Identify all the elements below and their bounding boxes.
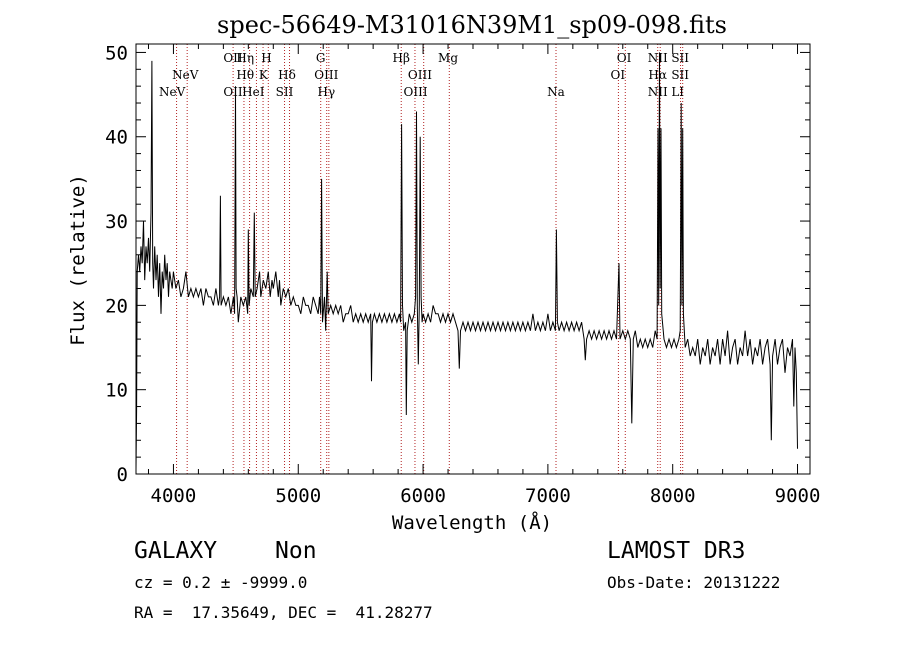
marker-label: G [316,51,326,65]
marker-label: NII [648,51,668,65]
marker-label: Hβ [393,51,410,65]
plot-frame [135,43,811,475]
marker-label: OII [223,51,243,65]
x-tick-label: 5000 [275,485,321,507]
x-tick-label: 9000 [775,485,821,507]
marker-label: Hδ [278,68,296,82]
y-axis-label: Flux (relative) [67,174,89,346]
y-tick-label: 50 [105,42,128,64]
marker-label: HeI [242,85,265,99]
marker-label: NeV [172,68,199,82]
x-tick-label: 7000 [525,485,571,507]
marker-label: OIII [314,68,338,82]
obs-date-line: Obs-Date: 20131222 [607,573,781,592]
y-axis-ticks: 0 10 20 30 40 50 [105,42,810,486]
x-tick-label: 6000 [400,485,446,507]
x-tick-label: 8000 [650,485,696,507]
object-subclass: Non [275,538,317,564]
chart-title: spec-56649-M31016N39M1_sp09-098.fits [217,11,727,39]
marker-label: SII [276,85,294,99]
marker-label: Na [547,85,565,99]
marker-label: H [261,51,271,65]
x-axis-label: Wavelength (Å) [392,511,552,534]
marker-label: K [259,68,269,82]
marker-label: SII [671,51,689,65]
object-class: GALAXY [134,538,218,564]
y-tick-label: 30 [105,211,128,233]
marker-label: Hγ [318,85,336,99]
y-tick-label: 0 [117,464,128,486]
marker-label: NII [648,85,668,99]
marker-label: Mg [438,51,458,65]
marker-label: Hθ [236,68,254,82]
y-tick-label: 10 [105,380,128,402]
survey-name: LAMOST DR3 [607,538,746,564]
marker-label: Hα [648,68,667,82]
marker-label: LI [671,85,684,99]
redshift-line: cz = 0.2 ± -9999.0 [134,573,308,592]
marker-label: OIII [404,85,428,99]
marker-label: OII [223,85,243,99]
y-tick-label: 20 [105,295,128,317]
flux-series-line [135,52,798,470]
x-axis-ticks: 4000 5000 6000 7000 8000 9000 [147,44,821,507]
y-tick-label: 40 [105,127,128,149]
marker-label: Hη [236,51,254,65]
coordinates-line: RA = 17.35649, DEC = 41.28277 [134,603,433,622]
marker-label: OIII [408,68,432,82]
emission-line-markers [176,44,684,474]
marker-label: OI [617,51,632,65]
marker-label: SII [671,68,689,82]
marker-label: OI [610,68,625,82]
x-tick-label: 4000 [151,485,197,507]
marker-label: NeV [159,85,186,99]
